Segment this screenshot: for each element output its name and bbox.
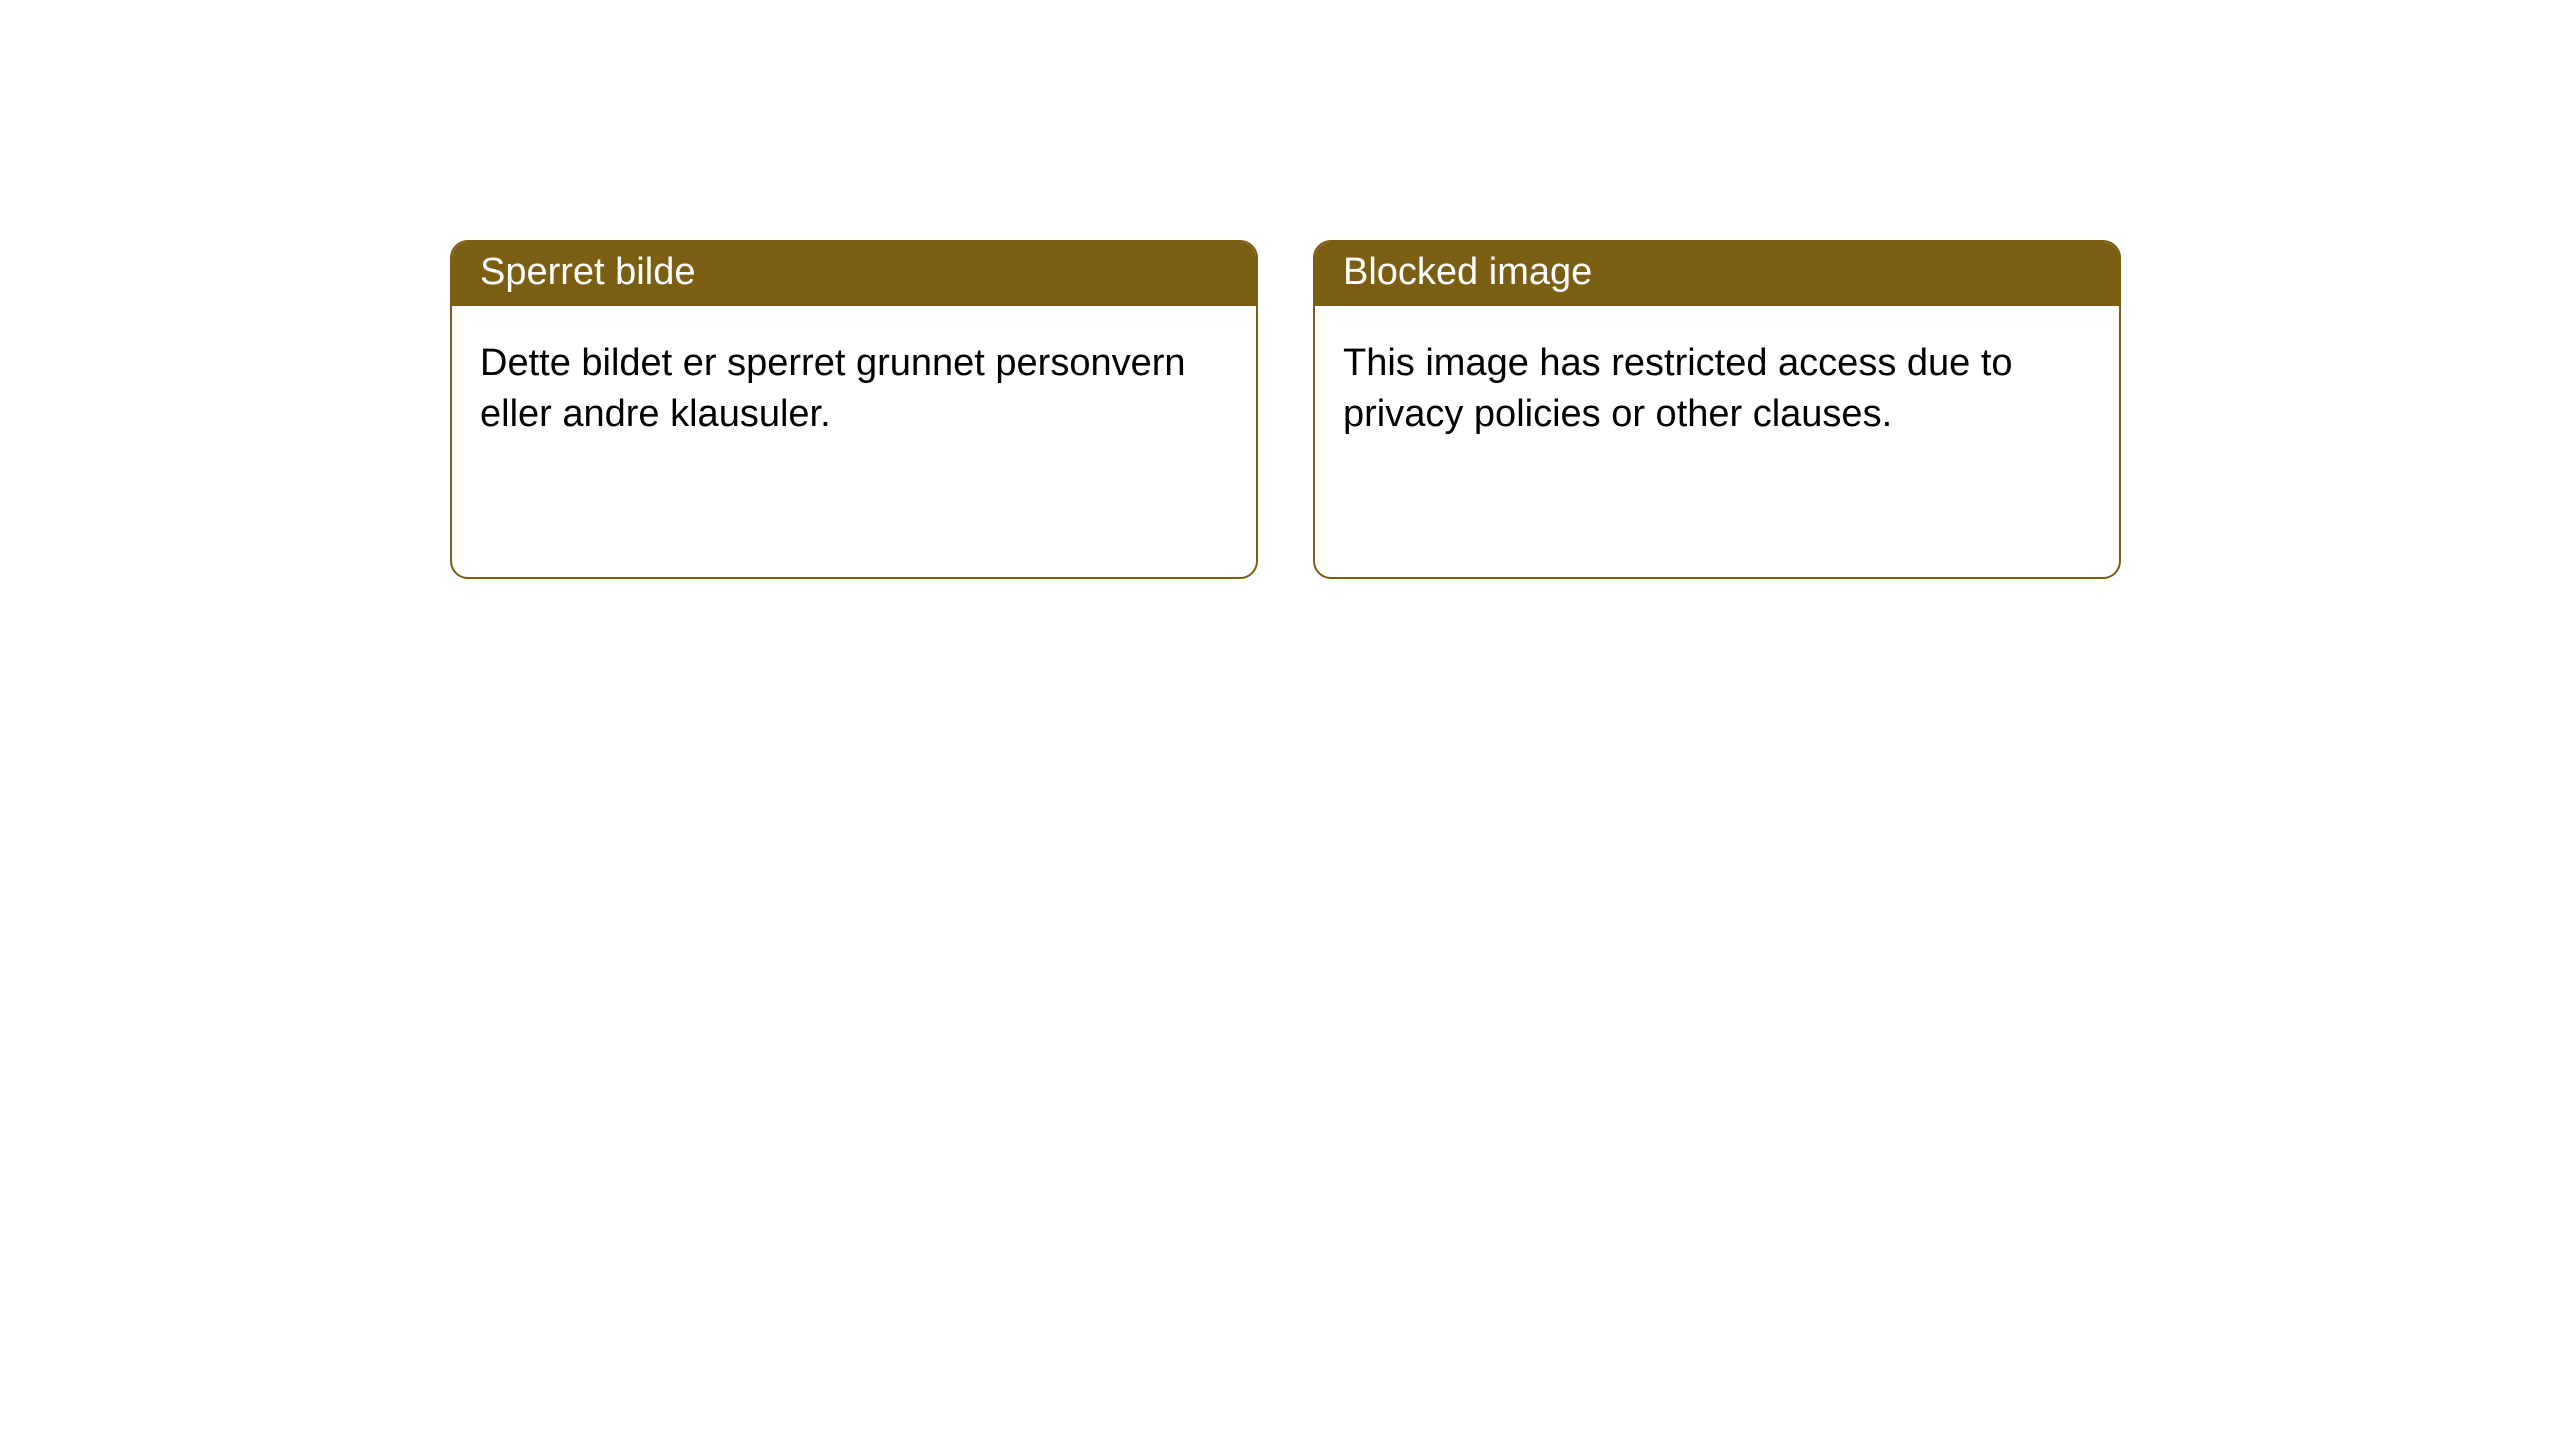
card-title: Sperret bilde [452,242,1256,306]
card-body: Dette bildet er sperret grunnet personve… [452,306,1256,577]
blocked-image-card-no: Sperret bilde Dette bildet er sperret gr… [450,240,1258,579]
blocked-image-card-en: Blocked image This image has restricted … [1313,240,2121,579]
card-body: This image has restricted access due to … [1315,306,2119,577]
card-title: Blocked image [1315,242,2119,306]
notice-cards-container: Sperret bilde Dette bildet er sperret gr… [450,240,2121,579]
